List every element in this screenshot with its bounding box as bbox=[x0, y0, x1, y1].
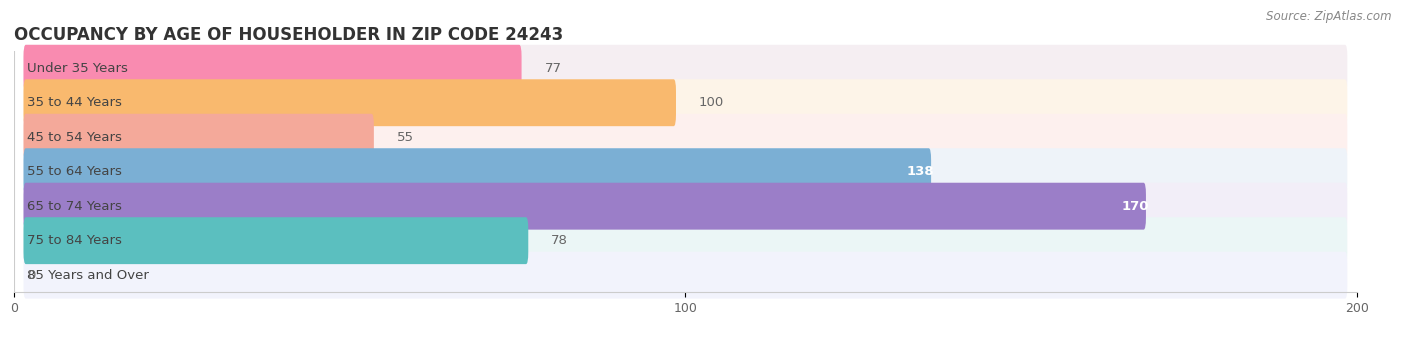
Text: 78: 78 bbox=[551, 234, 568, 247]
FancyBboxPatch shape bbox=[24, 183, 1347, 230]
FancyBboxPatch shape bbox=[24, 217, 529, 264]
Text: 85 Years and Over: 85 Years and Over bbox=[28, 269, 149, 282]
Text: 55: 55 bbox=[396, 131, 413, 144]
Text: 100: 100 bbox=[699, 96, 724, 109]
Text: Under 35 Years: Under 35 Years bbox=[28, 62, 128, 75]
FancyBboxPatch shape bbox=[24, 45, 1347, 92]
Text: 45 to 54 Years: 45 to 54 Years bbox=[28, 131, 122, 144]
FancyBboxPatch shape bbox=[24, 252, 1347, 299]
FancyBboxPatch shape bbox=[24, 114, 1347, 161]
FancyBboxPatch shape bbox=[24, 45, 522, 92]
Text: Source: ZipAtlas.com: Source: ZipAtlas.com bbox=[1267, 10, 1392, 23]
Text: 75 to 84 Years: 75 to 84 Years bbox=[28, 234, 122, 247]
Text: 35 to 44 Years: 35 to 44 Years bbox=[28, 96, 122, 109]
Text: 55 to 64 Years: 55 to 64 Years bbox=[28, 165, 122, 178]
Text: 138: 138 bbox=[907, 165, 934, 178]
FancyBboxPatch shape bbox=[24, 217, 1347, 264]
Text: OCCUPANCY BY AGE OF HOUSEHOLDER IN ZIP CODE 24243: OCCUPANCY BY AGE OF HOUSEHOLDER IN ZIP C… bbox=[14, 26, 564, 44]
Text: 65 to 74 Years: 65 to 74 Years bbox=[28, 200, 122, 213]
FancyBboxPatch shape bbox=[24, 183, 1146, 230]
FancyBboxPatch shape bbox=[24, 148, 1347, 195]
Text: 170: 170 bbox=[1121, 200, 1149, 213]
Text: 77: 77 bbox=[544, 62, 561, 75]
Text: 0: 0 bbox=[28, 269, 37, 282]
FancyBboxPatch shape bbox=[24, 79, 676, 126]
FancyBboxPatch shape bbox=[24, 114, 374, 161]
FancyBboxPatch shape bbox=[24, 148, 931, 195]
FancyBboxPatch shape bbox=[24, 79, 1347, 126]
